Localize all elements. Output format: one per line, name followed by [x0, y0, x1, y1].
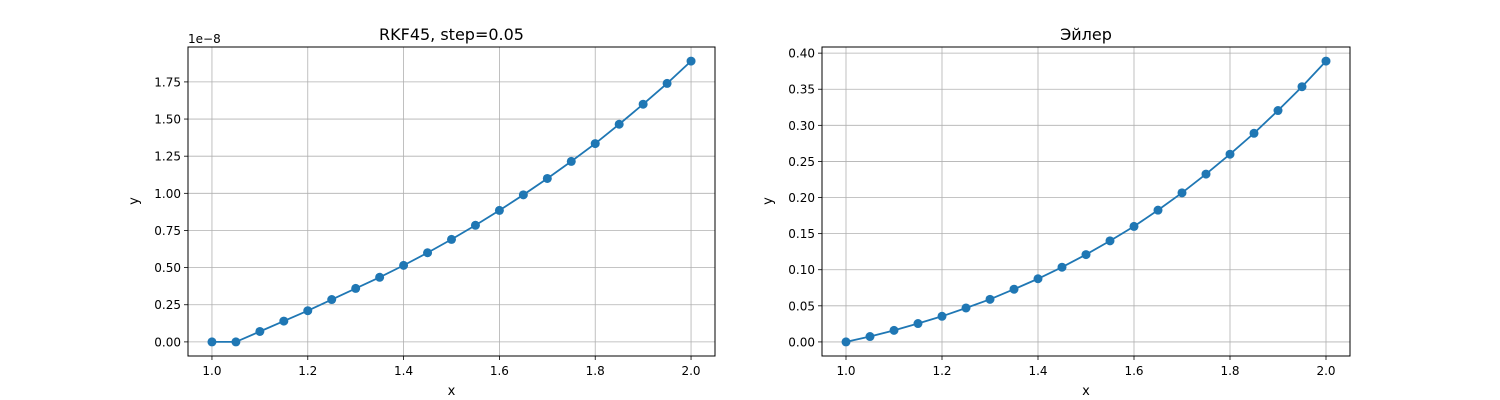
x-tick-label: 1.6	[1124, 364, 1143, 378]
y-tick-label: 0.00	[154, 335, 181, 349]
data-point	[614, 119, 624, 129]
data-point	[1249, 128, 1259, 138]
data-point	[423, 248, 433, 258]
data-point	[1297, 82, 1307, 92]
data-point	[662, 78, 672, 88]
data-point	[399, 260, 409, 270]
data-point	[1105, 236, 1115, 246]
data-point	[1201, 169, 1211, 179]
data-point	[470, 220, 480, 230]
y-tick-label: 0.20	[788, 191, 815, 205]
data-point	[279, 316, 289, 326]
data-point	[865, 332, 875, 342]
data-point	[590, 139, 600, 149]
y-tick-label: 0.10	[788, 263, 815, 277]
y-tick-label: 0.50	[154, 261, 181, 275]
series-line	[845, 60, 1327, 343]
data-point	[1033, 274, 1043, 284]
chart-title: RKF45, step=0.05	[379, 25, 524, 44]
data-point	[231, 337, 241, 347]
data-point	[1273, 106, 1283, 116]
x-tick-label: 1.2	[298, 364, 317, 378]
y-tick-label: 1.25	[154, 150, 181, 164]
data-point	[961, 303, 971, 313]
data-point	[841, 337, 851, 347]
y-tick-label: 0.40	[788, 47, 815, 61]
y-tick-label: 1.50	[154, 113, 181, 127]
series-line	[211, 60, 692, 343]
y-tick-label: 0.00	[788, 335, 815, 349]
y-tick-label: 0.15	[788, 227, 815, 241]
data-point	[518, 190, 528, 200]
y-axis-label: y	[761, 197, 776, 205]
chart-panel-left: RKF45, step=0.05 1e−8 x y 1.0 1.2 1.4 1.6 1.…	[127, 25, 716, 399]
data-point	[985, 294, 995, 304]
data-point	[494, 205, 504, 215]
chart-title: Эйлер	[1060, 25, 1112, 44]
plot-frame	[187, 46, 716, 357]
data-point	[255, 326, 265, 336]
data-point	[303, 306, 313, 316]
x-axis-label: x	[1082, 384, 1090, 399]
y-tick-label: 1.75	[154, 75, 181, 89]
plot-frame	[821, 46, 1351, 357]
y-tick-label: 0.05	[788, 299, 815, 313]
x-tick-label: 1.4	[394, 364, 413, 378]
data-point	[686, 56, 696, 66]
data-point	[375, 272, 385, 282]
data-point	[327, 295, 337, 305]
y-tick-label: 0.75	[154, 224, 181, 238]
y-axis-offset-text: 1e−8	[188, 32, 221, 46]
x-tick-label: 1.6	[490, 364, 509, 378]
data-point	[1129, 221, 1139, 231]
y-tick-label: 0.35	[788, 83, 815, 97]
data-point	[937, 311, 947, 321]
x-tick-label: 1.0	[836, 364, 855, 378]
x-tick-label: 1.4	[1028, 364, 1047, 378]
data-point	[1153, 205, 1163, 215]
x-tick-label: 1.8	[586, 364, 605, 378]
x-axis-label: x	[448, 384, 456, 399]
data-point	[1177, 188, 1187, 198]
data-point	[638, 99, 648, 109]
data-point	[447, 234, 456, 244]
y-tick-label: 0.25	[154, 298, 181, 312]
chart-panel-right: Эйлер x y 1.0 1.2 1.4 1.6 1.8 2.0 0.00 0.05 0.10…	[761, 25, 1351, 399]
data-point	[889, 325, 899, 335]
y-axis-label: y	[127, 197, 142, 205]
data-point	[1009, 284, 1019, 294]
data-point	[207, 337, 217, 347]
data-point	[542, 173, 552, 183]
x-tick-label: 2.0	[681, 364, 700, 378]
y-tick-label: 1.00	[154, 187, 181, 201]
data-point	[351, 283, 361, 293]
y-tick-label: 0.25	[788, 155, 815, 169]
data-point	[1081, 250, 1091, 260]
data-point	[1225, 149, 1235, 159]
x-tick-label: 2.0	[1316, 364, 1335, 378]
data-point	[913, 319, 923, 329]
x-tick-label: 1.8	[1220, 364, 1239, 378]
y-tick-label: 0.30	[788, 119, 815, 133]
data-point	[1321, 56, 1331, 66]
data-point	[566, 156, 576, 166]
data-point	[1057, 262, 1067, 272]
x-tick-label: 1.2	[932, 364, 951, 378]
x-tick-label: 1.0	[202, 364, 221, 378]
